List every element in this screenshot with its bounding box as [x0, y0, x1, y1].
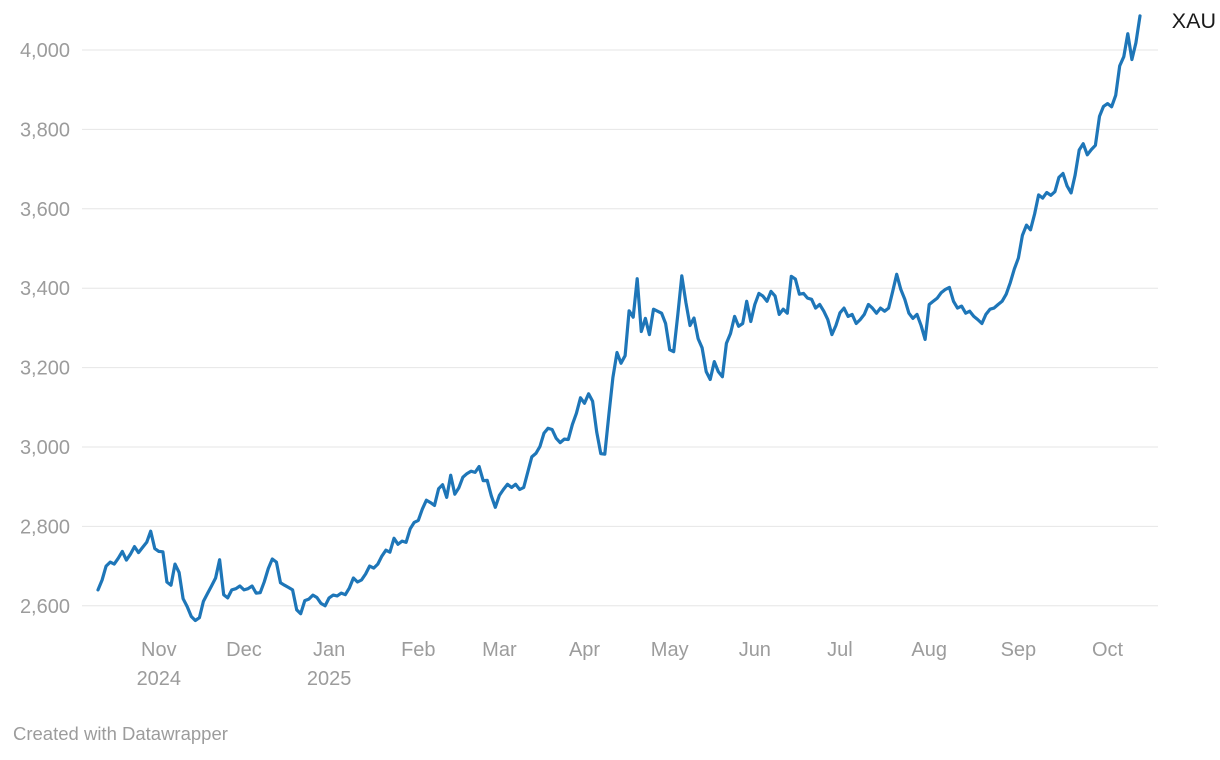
x-tick-label: Jan — [313, 639, 345, 661]
x-tick-year-label: 2024 — [137, 668, 182, 690]
x-tick-label: May — [651, 639, 689, 661]
x-tick-label: Jul — [827, 639, 853, 661]
y-tick-label: 3,000 — [20, 437, 70, 459]
y-tick-label: 2,600 — [20, 596, 70, 618]
x-tick-label: Jun — [739, 639, 771, 661]
x-tick-label: Mar — [482, 639, 517, 661]
x-tick-label: Nov — [141, 639, 177, 661]
y-tick-label: 3,200 — [20, 358, 70, 380]
series-label-xau: XAU — [1172, 9, 1216, 33]
x-tick-year-label: 2025 — [307, 668, 352, 690]
y-tick-label: 3,600 — [20, 199, 70, 221]
x-tick-label: Oct — [1092, 639, 1124, 661]
x-tick-label: Feb — [401, 639, 435, 661]
y-tick-label: 3,400 — [20, 278, 70, 300]
x-tick-label: Sep — [1001, 639, 1037, 661]
y-tick-label: 3,800 — [20, 119, 70, 141]
x-tick-label: Dec — [226, 639, 262, 661]
x-tick-label: Apr — [569, 639, 600, 661]
y-axis-labels: 2,600 2,800 3,000 3,200 3,400 3,600 3,800 4,000 — [20, 40, 70, 618]
datawrapper-attribution-link[interactable]: Created with Datawrapper — [13, 723, 228, 744]
gridlines — [82, 49, 1158, 607]
y-tick-label: 4,000 — [20, 40, 70, 62]
x-tick-label: Aug — [911, 639, 947, 661]
x-axis-labels: Nov 2024 Dec Jan 2025 Feb Mar Apr May Jun Jul Aug Se… — [137, 639, 1124, 690]
xau-line-series — [96, 14, 1142, 623]
y-tick-label: 2,800 — [20, 516, 70, 538]
